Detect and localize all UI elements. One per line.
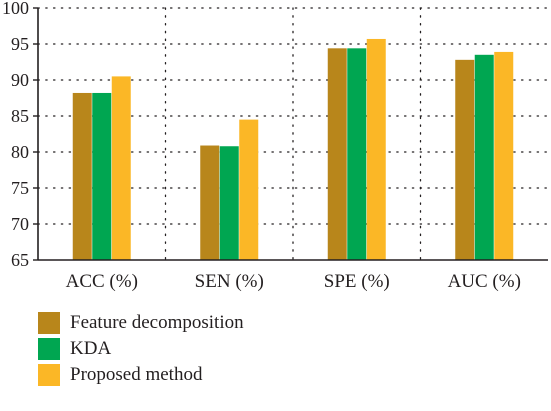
bar-kda	[347, 48, 367, 260]
legend-swatch-feature-decomposition	[38, 312, 60, 334]
grid-lines	[37, 7, 549, 261]
bar-feature-decomposition	[327, 48, 347, 260]
legend-swatch-proposed-method	[38, 364, 60, 386]
y-tick-label: 95	[11, 34, 29, 54]
y-tick-label: 70	[11, 214, 29, 234]
bar-feature-decomposition	[455, 59, 475, 261]
axes: ACC (%) SEN (%) SPE (%) AUC (%) 65 70 75 80 85 90…	[2, 0, 548, 292]
legend-swatch-kda	[38, 338, 60, 360]
x-tick-label: AUC (%)	[448, 271, 521, 292]
legend-label: Proposed method	[70, 364, 203, 385]
y-tick-label: 80	[11, 142, 29, 162]
legend-item-feature-decomposition: Feature decomposition	[38, 310, 244, 336]
x-tick-label: ACC (%)	[66, 271, 138, 292]
y-tick-label: 100	[2, 0, 29, 18]
bar-kda	[474, 54, 494, 260]
bars	[72, 38, 514, 261]
y-tick-label: 90	[11, 70, 29, 90]
y-tick-label: 75	[11, 178, 29, 198]
bar-chart: ACC (%) SEN (%) SPE (%) AUC (%) 65 70 75 80 85 90…	[2, 0, 549, 292]
bar-proposed-method	[366, 38, 386, 261]
bar-feature-decomposition	[72, 92, 92, 261]
bar-proposed-method	[494, 51, 514, 260]
x-tick-label: SPE (%)	[324, 271, 390, 292]
legend: Feature decomposition KDA Proposed metho…	[38, 310, 244, 388]
x-tick-label: SEN (%)	[195, 271, 264, 292]
legend-label: KDA	[70, 338, 112, 359]
y-tick-label: 65	[11, 250, 29, 270]
bar-proposed-method	[111, 76, 131, 261]
legend-label: Feature decomposition	[70, 312, 244, 333]
legend-item-kda: KDA	[38, 336, 244, 362]
bar-kda	[92, 92, 112, 261]
bar-kda	[219, 146, 239, 260]
y-tick-label: 85	[11, 106, 29, 126]
bar-feature-decomposition	[200, 145, 220, 260]
bar-proposed-method	[239, 119, 259, 260]
legend-item-proposed-method: Proposed method	[38, 362, 244, 388]
